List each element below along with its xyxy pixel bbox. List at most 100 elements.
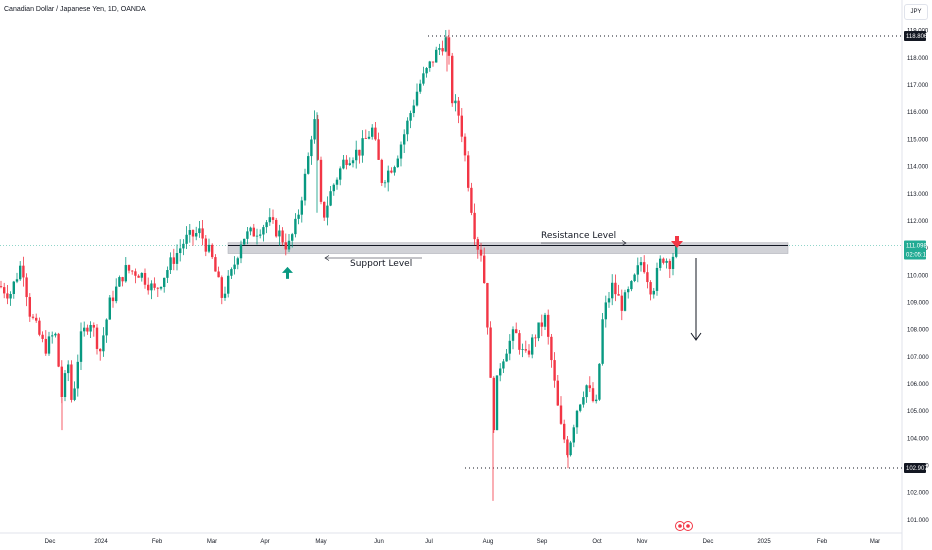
candle — [243, 238, 246, 246]
candle — [515, 322, 518, 334]
candle-body — [467, 155, 470, 188]
candle-body — [390, 170, 393, 173]
candle — [140, 272, 143, 282]
candle-body — [307, 156, 310, 174]
support-arrow-head — [324, 255, 330, 261]
x-tick-label: Jun — [374, 539, 384, 545]
candle-body — [515, 329, 518, 334]
candle — [156, 287, 159, 297]
candle — [371, 124, 374, 140]
candle-body — [319, 159, 323, 202]
candle — [54, 332, 57, 338]
candle — [489, 321, 492, 378]
candle — [361, 130, 364, 163]
candle-body — [195, 233, 198, 237]
candle — [537, 322, 540, 342]
candle-body — [582, 397, 585, 405]
candle — [486, 282, 489, 335]
resistance-level-label: Resistance Level — [541, 231, 617, 241]
candle-body — [44, 338, 47, 354]
candle — [556, 374, 559, 406]
projection-head — [690, 332, 702, 341]
x-tick-label: Oct — [592, 539, 602, 545]
candle-body — [179, 248, 182, 254]
candle — [131, 270, 134, 275]
candle-body — [550, 336, 553, 361]
high-price-tag-text: 118.806 — [906, 34, 928, 40]
candle-body — [9, 294, 12, 299]
candle-body — [35, 317, 38, 321]
candle — [348, 157, 351, 166]
candle — [566, 436, 569, 458]
candle — [617, 284, 620, 296]
event-icon[interactable] — [675, 521, 685, 531]
candle — [35, 313, 38, 323]
candle-body — [86, 327, 89, 332]
candle-body — [435, 49, 438, 63]
current-price-tag: 111.098 02:05:16 — [904, 240, 930, 260]
candle — [630, 280, 633, 292]
candle — [652, 287, 655, 299]
candle-body — [646, 272, 649, 283]
candle-body — [604, 302, 607, 320]
candle — [563, 419, 566, 444]
candle-body — [652, 290, 655, 295]
x-tick-label: Aug — [483, 539, 494, 545]
candle-body — [457, 100, 460, 116]
candle — [102, 327, 105, 357]
candle-body — [371, 127, 374, 137]
candle — [172, 248, 175, 271]
candle — [342, 155, 345, 170]
candle-body — [239, 244, 243, 259]
x-tick-label: Jul — [425, 539, 433, 545]
event-icon[interactable] — [683, 521, 693, 531]
candle-body — [611, 282, 614, 299]
candle-body — [22, 265, 25, 278]
candle-body — [473, 212, 476, 240]
y-tick-label: 117.000 — [907, 83, 929, 89]
candle — [495, 375, 499, 431]
candle — [639, 257, 643, 272]
candle-body — [6, 293, 9, 299]
x-tick-label: Nov — [637, 539, 648, 545]
candle — [79, 322, 83, 371]
high-price-tag-bg — [904, 30, 926, 41]
candle — [502, 358, 505, 374]
y-tick-label: 116.000 — [907, 110, 929, 116]
candle-body — [358, 149, 361, 156]
x-tick-label: Mar — [207, 539, 217, 545]
candle — [668, 258, 671, 278]
candle — [182, 239, 185, 256]
candle — [281, 227, 284, 246]
candle-body — [191, 230, 195, 237]
candle — [223, 286, 227, 301]
candle — [457, 97, 460, 124]
candle-body — [47, 336, 51, 354]
candle-body — [566, 439, 569, 456]
candle — [15, 272, 19, 284]
candle — [47, 331, 51, 356]
candle — [655, 262, 659, 296]
candle — [527, 344, 531, 358]
candle — [246, 227, 249, 245]
candle-body — [329, 191, 332, 206]
candle-body — [572, 427, 575, 443]
candle — [534, 334, 537, 347]
candle — [92, 322, 95, 337]
candle — [649, 280, 652, 301]
candle-body — [364, 138, 367, 139]
candle — [329, 186, 332, 207]
candle — [60, 360, 63, 404]
candle — [63, 370, 67, 402]
candle — [108, 294, 111, 320]
candle — [268, 208, 271, 226]
candle-body — [479, 249, 483, 256]
candle-body — [559, 405, 563, 424]
currency-button[interactable]: JPY — [904, 4, 928, 20]
candle — [105, 318, 108, 343]
support-resistance-zone — [227, 242, 789, 254]
candle-body — [185, 234, 188, 244]
y-tick-label: 115.000 — [907, 137, 929, 143]
candle-body — [543, 314, 547, 327]
